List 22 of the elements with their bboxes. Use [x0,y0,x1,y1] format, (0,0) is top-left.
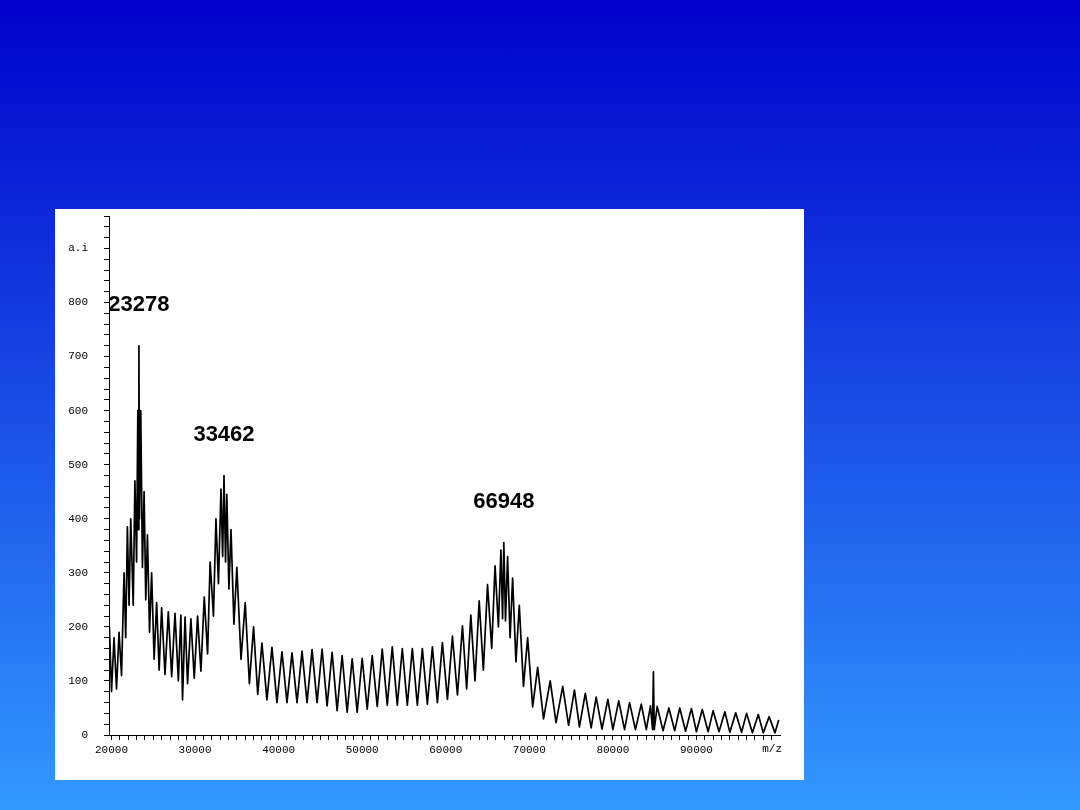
y-tick-label: 0 [81,728,88,741]
y-tick-label: 800 [68,296,88,309]
y-tick-label: 400 [68,512,88,525]
y-tick-label: 300 [68,566,88,579]
x-tick-label: 90000 [679,743,713,756]
annotation: 66948 [473,487,535,513]
y-tick-label: 700 [68,350,88,363]
y-axis-title: a.i [68,241,89,254]
x-tick-label: 50000 [345,743,379,756]
x-tick-label: 30000 [178,743,212,756]
y-tick-label: 100 [68,674,88,687]
y-tick-label: 500 [68,458,88,471]
x-tick-label: 70000 [512,743,546,756]
x-tick-label: 80000 [596,743,630,756]
y-tick-label: 200 [68,620,88,633]
x-axis-title: m/z [762,742,782,755]
x-tick-label: 20000 [95,743,129,756]
x-tick-label: 60000 [429,743,463,756]
x-tick-label: 40000 [262,743,296,756]
y-tick-label: 600 [68,404,88,417]
annotation: 33462 [193,420,255,446]
annotation: 23278 [108,290,170,316]
